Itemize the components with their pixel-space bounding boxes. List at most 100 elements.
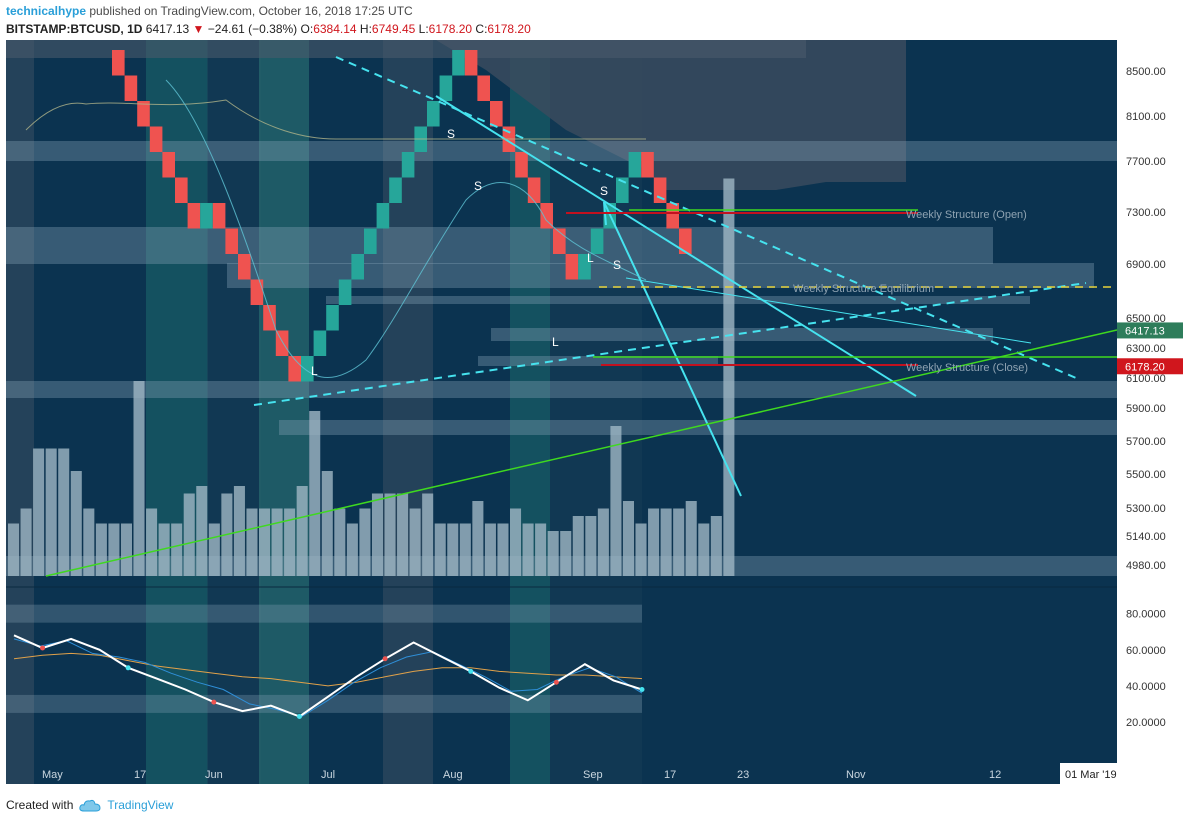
- renko-brick: [527, 177, 541, 203]
- volume-bar: [45, 448, 57, 576]
- volume-bar: [359, 508, 371, 576]
- chart-pane[interactable]: L S S L L S S Weekly Structure (Open) Weekly Str…: [6, 40, 1117, 784]
- osc-point: [296, 714, 302, 720]
- price-tick-label: 5700.00: [1126, 436, 1166, 448]
- cloud-icon: [79, 799, 101, 812]
- created-with-text: Created with: [6, 798, 74, 812]
- renko-brick: [401, 152, 415, 178]
- volume-bar: [434, 523, 446, 576]
- price-tick-label: 5140.00: [1126, 531, 1166, 543]
- time-axis-label: 12: [989, 769, 1001, 781]
- volume-bar: [296, 486, 308, 576]
- price-tick-label: 6100.00: [1126, 373, 1166, 385]
- renko-brick: [200, 203, 213, 229]
- chart-canvas[interactable]: L S S L L S S Weekly Structure (Open) Weekly Str…: [6, 40, 1117, 784]
- session-band: [550, 40, 642, 784]
- time-axis-label: 17: [134, 769, 146, 781]
- publisher-link[interactable]: technicalhype: [6, 4, 87, 18]
- renko-brick: [439, 75, 453, 101]
- long-support-line: [45, 329, 1117, 577]
- renko-brick: [616, 177, 629, 203]
- volume-bar: [183, 493, 195, 576]
- last-price-label: 6417.13: [1125, 325, 1165, 337]
- time-axis-label: Aug: [443, 769, 463, 781]
- low-label: L:: [418, 22, 429, 36]
- trendlines: [25, 56, 1117, 577]
- renko-brick: [137, 101, 150, 127]
- session-band: [259, 40, 309, 784]
- volume-bar: [271, 508, 283, 576]
- session-band: [207, 40, 261, 784]
- brick-marker-label: S: [447, 127, 455, 141]
- price-tick-label: 7300.00: [1126, 207, 1166, 219]
- volume-bar: [459, 523, 471, 576]
- main-line: [13, 634, 643, 718]
- signal-line: [13, 652, 643, 687]
- volume-bar: [20, 508, 32, 576]
- background-layer: [6, 40, 1117, 784]
- tradingview-link[interactable]: TradingView: [107, 798, 174, 812]
- osc-point: [553, 679, 559, 685]
- baseline-curve: [25, 99, 646, 140]
- fast-line: [13, 638, 643, 718]
- volume-bar: [133, 381, 145, 576]
- volume-bar: [158, 523, 170, 576]
- zone-box: [6, 381, 1117, 398]
- volume-bar: [334, 508, 346, 576]
- weekly-equilibrium-label: Weekly Structure Equilibrium: [793, 283, 934, 295]
- renko-brick: [225, 228, 238, 254]
- osc-band: [6, 604, 642, 623]
- price-tick-label: 5900.00: [1126, 403, 1166, 415]
- renko-brick: [112, 50, 125, 76]
- published-text: published on TradingView.com, October 16…: [89, 4, 413, 18]
- brick-marker-label: L: [552, 335, 559, 349]
- volume-bar: [673, 508, 685, 576]
- renko-brick: [565, 254, 579, 280]
- renko-brick: [351, 254, 364, 280]
- oscillator-pane: [6, 586, 1117, 720]
- renko-brick: [326, 305, 339, 331]
- price-tick-label: 8500.00: [1126, 66, 1166, 78]
- renko-brick: [477, 75, 490, 101]
- renko-brick: [212, 203, 226, 229]
- zone-box: [491, 328, 993, 341]
- volume-bar: [560, 531, 572, 576]
- ohlc-line: BITSTAMP:BTCUSD, 1D 6417.13 ▼ −24.61 (−0…: [6, 22, 531, 36]
- price-tick-label: 6900.00: [1126, 259, 1166, 271]
- price-tick-label: 4980.00: [1126, 560, 1166, 572]
- volume-bar: [83, 508, 95, 576]
- volume-bar: [472, 501, 484, 576]
- price-axis[interactable]: 8500.00 8100.00 7700.00 7300.00 6900.00 6500.…: [1117, 40, 1183, 784]
- last-price: 6417.13: [145, 22, 190, 36]
- high-value: 6749.45: [371, 22, 416, 36]
- close-price-box: [1117, 358, 1183, 375]
- brick-marker-label: S: [600, 184, 608, 198]
- volume-bar: [346, 523, 358, 576]
- top-zone: [6, 40, 806, 58]
- renko-brick: [263, 305, 276, 331]
- symbol-label[interactable]: BITSTAMP:BTCUSD, 1D: [6, 22, 143, 36]
- volume-bar: [710, 516, 722, 576]
- volume-bar: [8, 523, 20, 576]
- time-axis-label: Sep: [583, 769, 603, 781]
- renko-brick: [338, 279, 352, 305]
- volume-bar: [120, 523, 132, 576]
- price-tick-label: 6300.00: [1126, 343, 1166, 355]
- volume-bar: [723, 178, 735, 576]
- osc-point: [468, 668, 474, 674]
- last-price-box: [1117, 322, 1183, 339]
- renko-brick: [149, 126, 163, 152]
- brick-marker-label: S: [474, 179, 482, 193]
- volume-bar: [484, 523, 496, 576]
- renko-brick: [313, 330, 327, 356]
- renko-brick: [628, 152, 642, 178]
- renko-brick: [590, 228, 604, 254]
- time-axis-label: Jul: [321, 769, 335, 781]
- volume-bar: [397, 493, 409, 576]
- change-arrow-icon: ▼: [192, 22, 205, 36]
- volume-bar: [698, 523, 710, 576]
- osc-point: [125, 665, 131, 671]
- time-axis-label: 23: [737, 769, 749, 781]
- publish-line: technicalhype published on TradingView.c…: [6, 4, 413, 18]
- renko-brick: [250, 279, 264, 305]
